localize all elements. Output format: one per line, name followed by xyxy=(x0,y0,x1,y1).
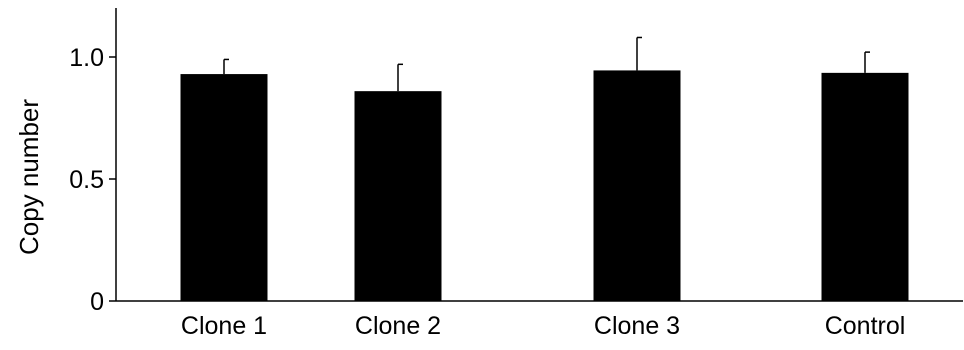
error-bars-layer xyxy=(223,36,870,92)
x-tick-labels-layer: Clone 1 Clone 2 Clone 3 Control xyxy=(181,312,905,340)
bar-clone-1 xyxy=(180,74,268,301)
y-tick-label: 0 xyxy=(90,288,104,316)
y-tick-label: 1.0 xyxy=(69,44,104,72)
x-tick-label-clone-3: Clone 3 xyxy=(594,312,680,340)
bar-clone-2 xyxy=(354,91,442,301)
x-tick-label-clone-2: Clone 2 xyxy=(355,312,441,340)
bar-control xyxy=(821,72,909,301)
bar-clone-3 xyxy=(593,70,681,301)
y-tick-label: 0.5 xyxy=(69,166,104,194)
bars-layer xyxy=(180,70,909,301)
x-tick-label-control: Control xyxy=(825,312,906,340)
y-ticks-layer: 0 0.5 1.0 xyxy=(69,44,116,316)
y-axis-title: Copy number xyxy=(14,99,44,255)
x-tick-label-clone-1: Clone 1 xyxy=(181,312,267,340)
